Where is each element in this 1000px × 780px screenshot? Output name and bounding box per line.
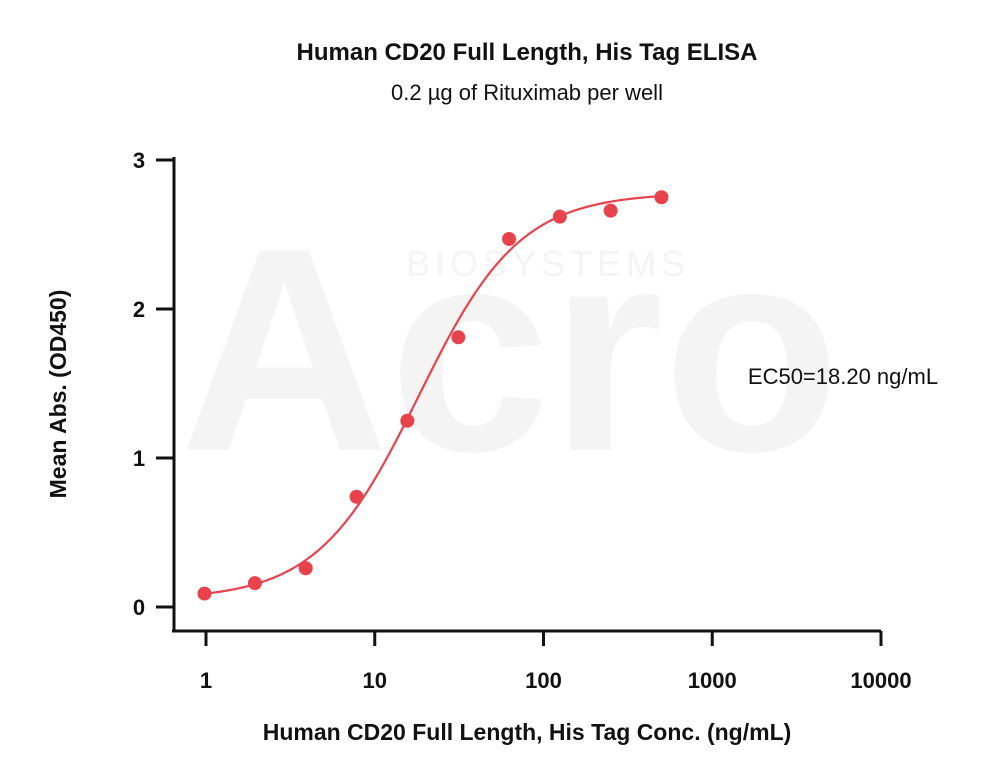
x-tick-label: 1000	[688, 668, 737, 693]
y-axis-label: Mean Abs. (OD450)	[45, 290, 71, 499]
data-point	[451, 330, 466, 345]
y-tick-label: 2	[133, 297, 145, 322]
x-axis-label: Human CD20 Full Length, His Tag Conc. (n…	[263, 719, 792, 745]
ec50-annotation: EC50=18.20 ng/mL	[748, 364, 938, 389]
axes	[172, 157, 881, 633]
y-tick-label: 1	[133, 446, 145, 471]
data-point	[349, 489, 364, 504]
x-tick-label: 10	[363, 668, 387, 693]
fit-curve	[205, 194, 662, 595]
x-tick-label: 10000	[850, 668, 911, 693]
data-point	[552, 209, 567, 224]
data-point	[400, 413, 415, 428]
x-tick-label: 100	[525, 668, 562, 693]
y-ticks: 0 1 2 3	[133, 148, 174, 620]
y-tick-label: 0	[133, 595, 145, 620]
data-point	[654, 190, 669, 205]
data-point	[502, 231, 517, 246]
watermark-text: BIOSYSTEMS	[406, 243, 690, 284]
data-points	[197, 190, 669, 601]
data-point	[197, 586, 212, 601]
y-tick-label: 3	[133, 148, 145, 173]
chart-subtitle: 0.2 µg of Rituximab per well	[391, 80, 663, 105]
data-point	[247, 576, 262, 591]
data-point	[298, 561, 313, 576]
x-tick-label: 1	[200, 668, 212, 693]
plot-area	[197, 190, 669, 601]
chart-title: Human CD20 Full Length, His Tag ELISA	[297, 39, 758, 66]
data-point	[603, 203, 618, 218]
x-ticks: 1 10 100 1000 10000	[200, 631, 912, 693]
